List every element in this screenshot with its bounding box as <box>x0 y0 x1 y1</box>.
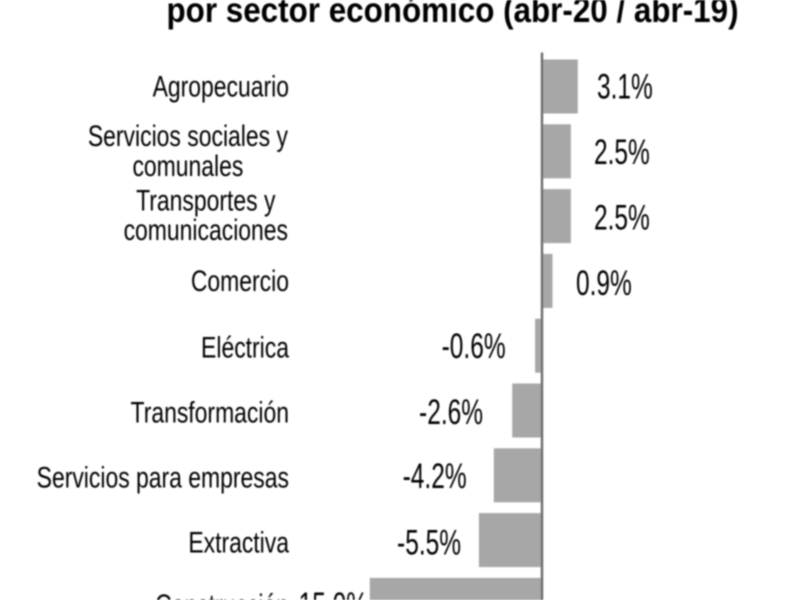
svg-text:Transformación: Transformación <box>131 396 289 430</box>
svg-text:-0.6%: -0.6% <box>442 328 506 366</box>
svg-text:Extractiva: Extractiva <box>188 526 289 560</box>
svg-text:2.5%: 2.5% <box>594 199 650 237</box>
svg-text:-15.0%: -15.0% <box>290 587 368 600</box>
svg-text:2.5%: 2.5% <box>594 134 650 172</box>
svg-text:Transportes y: Transportes y <box>136 184 276 218</box>
svg-text:por sector económico (abr-20 /: por sector económico (abr-20 / abr-19) <box>167 0 739 30</box>
svg-text:3.1%: 3.1% <box>597 68 653 106</box>
svg-text:-4.2%: -4.2% <box>403 458 467 496</box>
svg-text:Comercio: Comercio <box>191 264 289 298</box>
svg-text:0.9%: 0.9% <box>576 265 632 303</box>
svg-text:comunicaciones: comunicaciones <box>124 213 288 247</box>
svg-text:Construcción: Construcción <box>155 588 289 600</box>
svg-text:-5.5%: -5.5% <box>397 524 461 562</box>
svg-text:-2.6%: -2.6% <box>419 394 483 432</box>
svg-text:Eléctrica: Eléctrica <box>201 331 289 365</box>
svg-text:Servicios sociales y: Servicios sociales y <box>88 119 289 153</box>
svg-text:comunales: comunales <box>132 149 243 183</box>
svg-text:Agropecuario: Agropecuario <box>153 70 289 104</box>
svg-text:Servicios para empresas: Servicios para empresas <box>37 461 289 495</box>
